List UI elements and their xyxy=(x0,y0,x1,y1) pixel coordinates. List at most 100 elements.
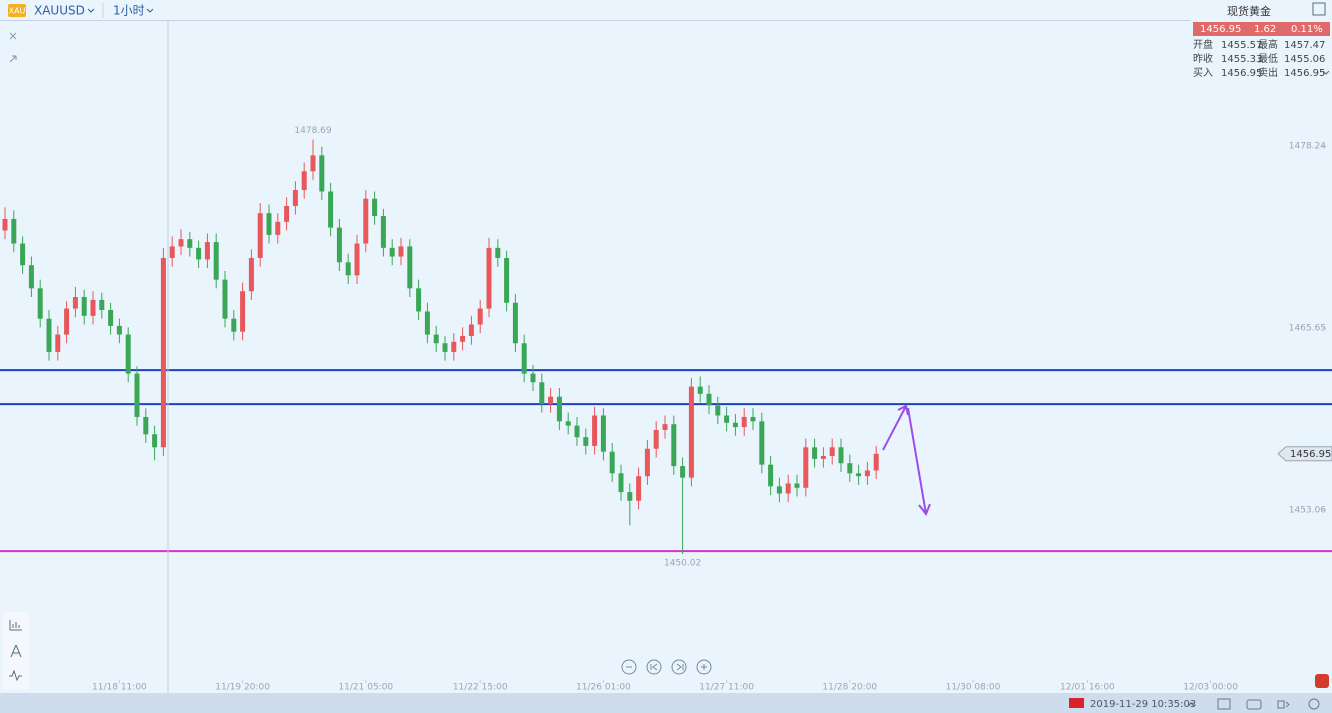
candle-body xyxy=(671,424,677,467)
wave-button[interactable] xyxy=(9,669,22,682)
candle-body xyxy=(169,246,175,258)
quote-price: 1456.95 xyxy=(1200,24,1241,35)
candle-body xyxy=(416,288,422,312)
settings-button[interactable] xyxy=(1308,698,1320,710)
candle-body xyxy=(539,382,545,404)
candle-body xyxy=(55,334,61,352)
quote-value: 1456.95 xyxy=(1221,68,1262,79)
interval-dropdown[interactable] xyxy=(146,8,154,13)
candle-body xyxy=(636,476,642,501)
collapse-icon[interactable] xyxy=(9,55,17,63)
candle-body xyxy=(644,448,650,477)
high-label: 1478.69 xyxy=(294,126,331,136)
candle-body xyxy=(750,416,756,422)
candle-body xyxy=(72,297,78,309)
flag-icon xyxy=(1069,698,1084,708)
candle-body xyxy=(204,242,210,260)
candle-body xyxy=(2,218,8,231)
quote-label: 开盘 xyxy=(1193,38,1213,51)
candle-body xyxy=(248,257,254,292)
candle-body xyxy=(627,492,633,501)
candle-body xyxy=(336,227,342,263)
expand-icon[interactable] xyxy=(1322,70,1330,75)
badge-text: XAU xyxy=(9,7,26,16)
candle-body xyxy=(759,421,765,465)
quote-value: 1455.06 xyxy=(1284,54,1325,65)
candle-body xyxy=(794,483,800,488)
candle-body xyxy=(328,191,334,228)
symbol[interactable]: XAUUSD xyxy=(34,4,85,18)
sound-button[interactable] xyxy=(1277,700,1290,709)
candle-body xyxy=(160,257,166,448)
candle-body xyxy=(873,453,879,471)
candle-body xyxy=(266,213,272,235)
candle-body xyxy=(108,310,114,326)
candle-body xyxy=(196,247,202,260)
candle-body xyxy=(847,463,853,474)
candle-body xyxy=(178,239,184,247)
x-tick-label: 11/21 05:00 xyxy=(338,683,393,693)
candle-body xyxy=(424,311,430,335)
candle-body xyxy=(222,279,228,319)
candle-body xyxy=(548,396,554,404)
forecast-arrows xyxy=(882,404,931,516)
status-expand[interactable] xyxy=(1187,702,1195,707)
candle-body xyxy=(99,299,105,311)
panel-toggle[interactable] xyxy=(1312,2,1326,16)
x-tick-label: 11/26 01:00 xyxy=(576,683,631,693)
candle-body xyxy=(653,429,659,449)
candle-body xyxy=(275,221,281,235)
screenshot-button[interactable] xyxy=(1246,699,1262,710)
quote-label: 最低 xyxy=(1258,52,1278,65)
zoom-out[interactable] xyxy=(621,659,637,675)
candle-body xyxy=(618,473,624,493)
candle-body xyxy=(521,343,527,374)
quote-label: 最高 xyxy=(1258,38,1278,51)
candle-body xyxy=(688,386,694,478)
indicator-button[interactable] xyxy=(9,620,22,631)
x-tick-label: 12/01 16:00 xyxy=(1060,683,1115,693)
candle-body xyxy=(856,473,862,477)
candle-body xyxy=(231,318,237,332)
y-tick-label: 1478.24 xyxy=(1289,142,1326,152)
go-end[interactable] xyxy=(671,659,687,675)
window-button[interactable] xyxy=(1217,698,1231,710)
candle-body xyxy=(768,464,774,487)
candle-body xyxy=(574,425,580,438)
candle-body xyxy=(28,265,34,289)
candle-body xyxy=(213,242,219,280)
interval[interactable]: 1小时 xyxy=(113,4,145,18)
symbol-dropdown[interactable] xyxy=(87,8,95,13)
candle-body xyxy=(486,247,492,309)
candle-body xyxy=(46,318,52,352)
go-start[interactable] xyxy=(646,659,662,675)
candle-body xyxy=(354,243,360,276)
zoom-controls xyxy=(621,659,712,675)
candle-body xyxy=(433,334,439,344)
candle-body xyxy=(838,447,844,464)
candle-body xyxy=(662,424,668,430)
candle-body xyxy=(345,262,351,276)
symbol-badge xyxy=(8,4,26,17)
draw-button[interactable] xyxy=(10,644,22,658)
status-bar xyxy=(0,693,1332,713)
candle-body xyxy=(812,447,818,459)
x-tick-label: 11/30 08:00 xyxy=(946,683,1001,693)
candle-body xyxy=(600,415,606,452)
candle-body xyxy=(310,155,316,172)
candle-body xyxy=(706,393,712,406)
candle-body xyxy=(81,297,87,316)
last-price-label: 1456.95 xyxy=(1290,449,1331,460)
candle-body xyxy=(776,486,782,494)
candle-body xyxy=(715,405,721,416)
candle-body xyxy=(556,396,562,422)
candle-body xyxy=(90,299,96,316)
candle-body xyxy=(592,415,598,446)
candle-body xyxy=(460,336,466,342)
quote-panel xyxy=(1190,0,1332,88)
quote-value: 1457.47 xyxy=(1284,40,1325,51)
zoom-in[interactable] xyxy=(696,659,712,675)
close-icon[interactable] xyxy=(9,32,17,40)
